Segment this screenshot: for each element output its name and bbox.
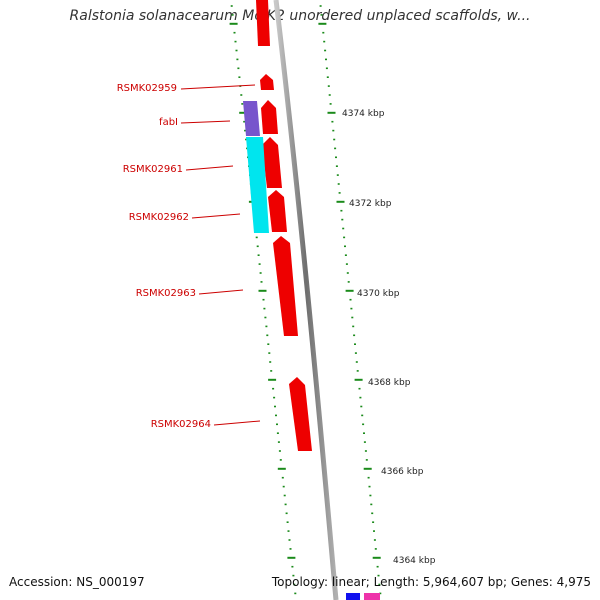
scale-labels: 4374 kbp 4372 kbp 4370 kbp 4368 kbp 4366… <box>342 109 436 566</box>
gene-arrow-rsmk02962[interactable] <box>268 190 287 232</box>
gene-arrow-rsmk02964[interactable] <box>289 377 312 451</box>
chromosome-backbone <box>273 0 339 600</box>
label-connectors <box>180 84 261 426</box>
gene-arrow-fabi[interactable] <box>261 100 278 134</box>
accession-text: Accession: NS_000197 <box>9 575 145 589</box>
gene-label[interactable]: RSMK02962 <box>129 212 189 223</box>
gene-label[interactable]: RSMK02963 <box>136 288 196 299</box>
gene-arrow-rsmk02963[interactable] <box>273 236 298 336</box>
topology-summary: Topology: linear; Length: 5,964,607 bp; … <box>271 575 591 589</box>
gene-label[interactable]: RSMK02959 <box>117 83 177 94</box>
gene-label[interactable]: RSMK02964 <box>151 419 211 430</box>
gene-bottom-blue[interactable] <box>346 593 360 600</box>
gene-reverse-cyan[interactable] <box>246 137 269 233</box>
gene-bottom-pink[interactable] <box>364 593 380 600</box>
scale-label: 4370 kbp <box>357 289 400 299</box>
gene-labels: RSMK02959 fabI RSMK02961 RSMK02962 RSMK0… <box>117 83 211 430</box>
scale-label: 4374 kbp <box>342 109 385 119</box>
gene-arrow-rsmk02959[interactable] <box>260 74 274 90</box>
scale-label: 4372 kbp <box>349 199 392 209</box>
right-tick-track <box>318 5 382 595</box>
scale-label: 4368 kbp <box>368 378 411 388</box>
gene-reverse-purple[interactable] <box>243 101 260 136</box>
gene-label[interactable]: fabI <box>159 117 178 128</box>
scale-label: 4364 kbp <box>393 556 436 566</box>
gene-arrow-rsmk02961[interactable] <box>262 137 282 188</box>
map-title: Ralstonia solanacearum MolK2 unordered u… <box>69 8 531 24</box>
scale-label: 4366 kbp <box>381 467 424 477</box>
gene-features[interactable] <box>243 0 380 600</box>
gene-label[interactable]: RSMK02961 <box>123 164 183 175</box>
gene-arrow[interactable] <box>256 0 270 46</box>
